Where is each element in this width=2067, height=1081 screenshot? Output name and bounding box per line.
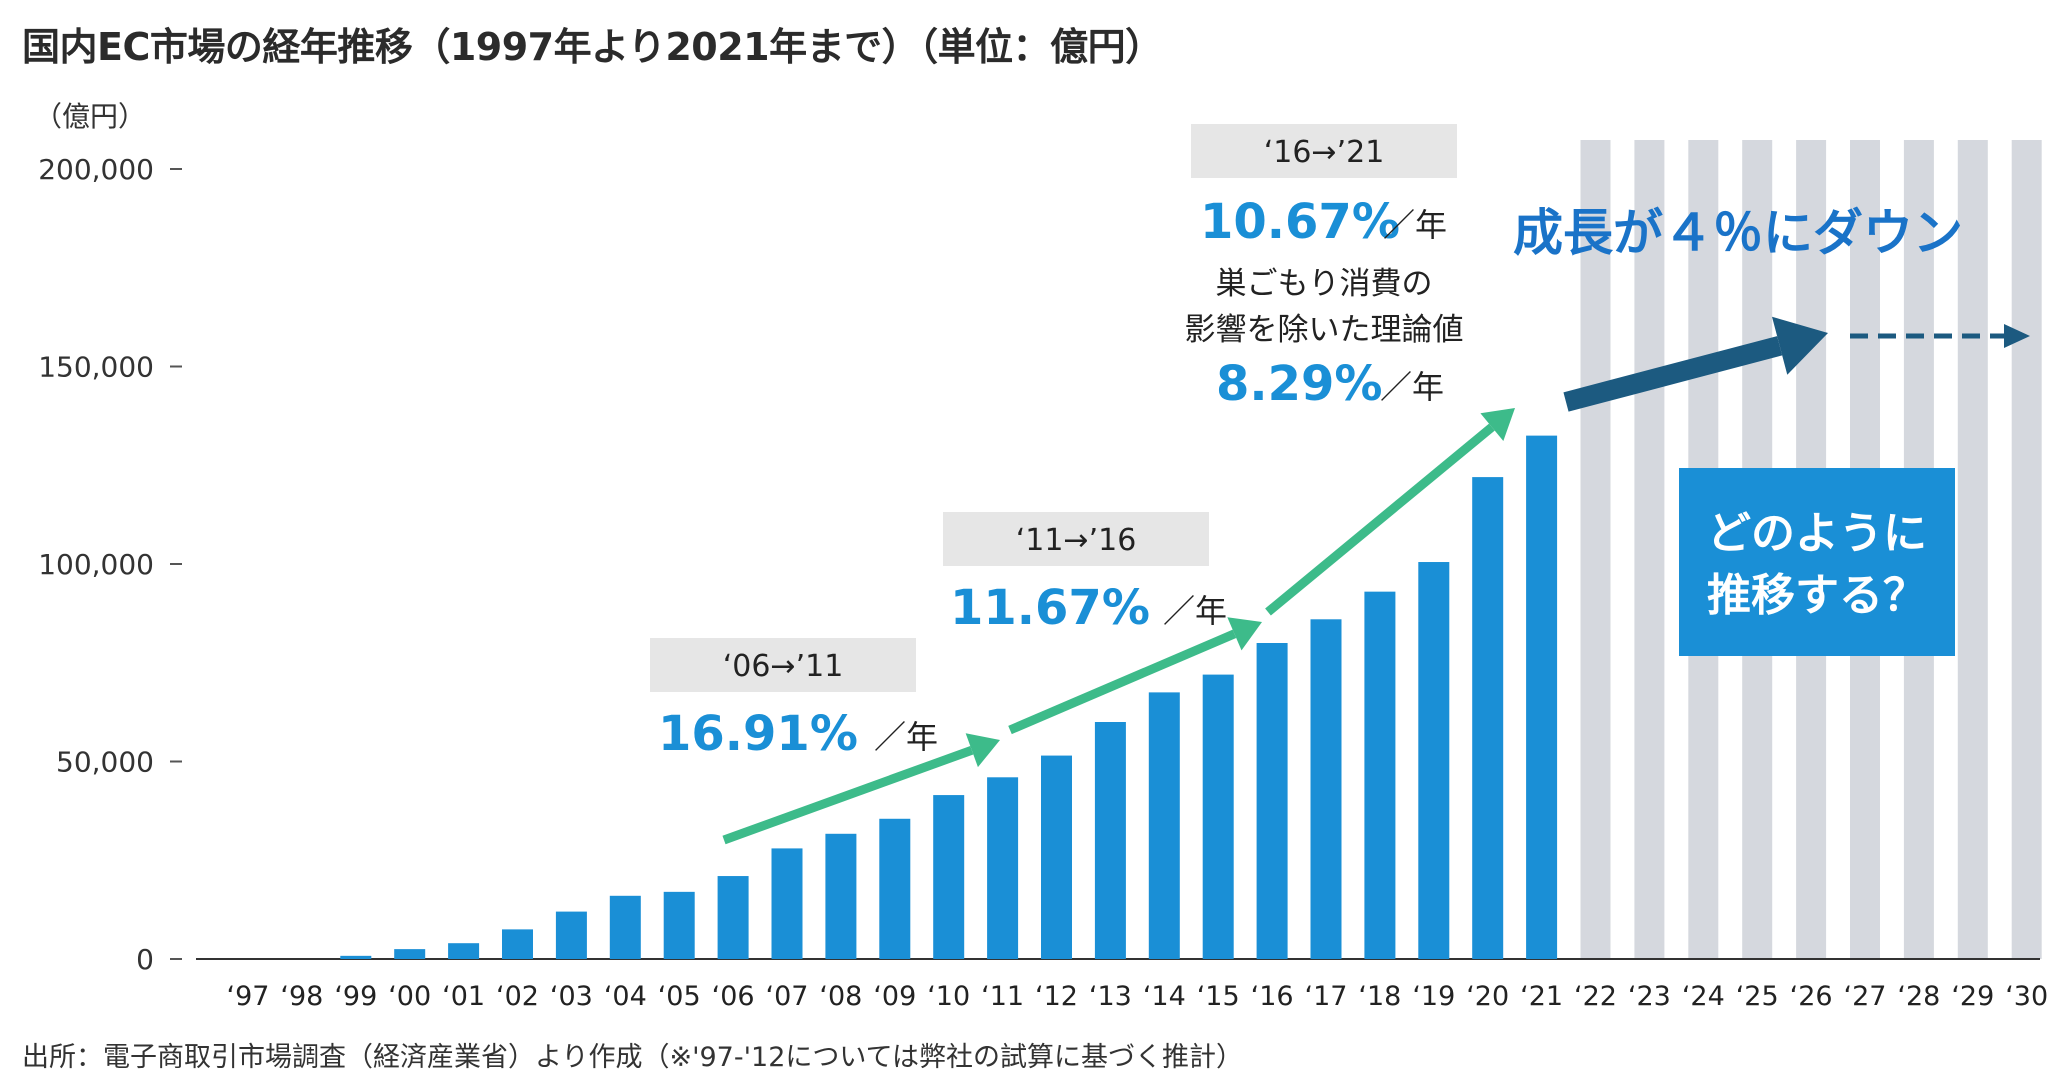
chart: （億円） 0 50,000 100,000 150,000 200,000 ‘97 ‘98 ‘9… [34, 100, 2048, 1012]
covid-note-line: 巣ごもり消費の [1216, 266, 1433, 302]
x-tick-label: ‘16 [1251, 981, 1294, 1012]
forecast-arrow [1563, 336, 1783, 412]
x-tick-label: ‘26 [1790, 981, 1833, 1012]
bar [448, 943, 480, 959]
question-text: 推移する？ [1707, 570, 1927, 621]
forecast-headline: 成長が４％にダウン [1513, 204, 1963, 262]
future-period-column [2011, 140, 2042, 959]
x-tick-label: ‘08 [819, 981, 862, 1012]
growth-arrow-06-11 [722, 745, 974, 845]
x-tick-label: ‘17 [1305, 981, 1348, 1012]
chart-title: 国内EC市場の経年推移（1997年より2021年まで）（単位：億円） [22, 25, 1163, 69]
forecast-dashed-line-head [2004, 324, 2030, 348]
period-label-box [650, 638, 916, 692]
bar [771, 848, 803, 959]
x-tick-label: ‘00 [388, 981, 431, 1012]
x-tick-label: ‘22 [1574, 981, 1617, 1012]
bar [1256, 643, 1288, 959]
bar [1526, 435, 1558, 959]
x-tick-label: ‘98 [280, 981, 323, 1012]
x-tick-label: ‘05 [658, 981, 701, 1012]
future-period-column [1580, 140, 1611, 959]
x-tick-label: ‘30 [2005, 981, 2048, 1012]
y-tick-label: 0 [136, 943, 154, 976]
bar [879, 818, 911, 959]
bar [609, 895, 641, 959]
question-box [1679, 468, 1955, 656]
x-tick-label: ‘02 [496, 981, 539, 1012]
bar [1202, 674, 1234, 959]
y-axis-label: （億円） [34, 100, 146, 133]
x-tick-label: ‘15 [1197, 981, 1240, 1012]
growth-rate-unit: ／年 [1383, 206, 1447, 244]
x-tick-label: ‘18 [1358, 981, 1401, 1012]
theoretical-rate: 8.29% [1216, 356, 1383, 412]
x-tick-label: ‘10 [927, 981, 970, 1012]
period-label: ‘06→’11 [723, 649, 844, 684]
period-label-box [1191, 124, 1457, 178]
bar [717, 876, 749, 959]
x-tick-label: ‘19 [1412, 981, 1455, 1012]
x-tick-label: ‘12 [1035, 981, 1078, 1012]
growth-rate: 11.67% [950, 580, 1150, 636]
growth-rate: 10.67% [1200, 194, 1400, 250]
bar [340, 955, 372, 959]
forecast-arrow-head [1772, 316, 1828, 375]
bar [1364, 591, 1396, 959]
bar [1041, 755, 1072, 959]
x-tick-label: ‘07 [766, 981, 809, 1012]
x-tick-label: ‘24 [1682, 981, 1725, 1012]
x-tick-label: ‘97 [227, 981, 270, 1012]
bar [933, 795, 965, 959]
growth-arrow-16-21 [1265, 423, 1495, 616]
bar [1418, 562, 1450, 959]
x-tick-label: ‘28 [1897, 981, 1940, 1012]
x-tick-label: ‘20 [1466, 981, 1509, 1012]
growth-arrow-11-16 [1008, 629, 1237, 735]
growth-rate-unit: ／年 [874, 718, 938, 756]
x-tick-label: ‘04 [604, 981, 647, 1012]
bar [663, 891, 695, 959]
bar [1148, 692, 1180, 959]
x-tick-label: ‘09 [873, 981, 916, 1012]
bar [1094, 722, 1126, 959]
period-label-box [943, 512, 1209, 566]
x-tick-label: ‘13 [1089, 981, 1132, 1012]
x-tick-label: ‘01 [442, 981, 485, 1012]
x-tick-label: ‘14 [1143, 981, 1186, 1012]
x-tick-label: ‘03 [550, 981, 593, 1012]
x-tick-label: ‘23 [1628, 981, 1671, 1012]
x-tick-label: ‘11 [981, 981, 1024, 1012]
growth-arrow-16-21-head [1480, 408, 1515, 441]
question-text: どのように [1707, 508, 1927, 559]
x-tick-label: ‘27 [1844, 981, 1887, 1012]
growth-arrow-11-16-head [1227, 617, 1262, 651]
x-tick-label: ‘06 [712, 981, 755, 1012]
period-label: ‘16→’21 [1264, 135, 1385, 170]
future-period-column [1634, 140, 1665, 959]
x-tick-label: ‘21 [1520, 981, 1563, 1012]
y-tick-label: 200,000 [38, 153, 154, 186]
bar [825, 833, 857, 959]
theoretical-rate-unit: ／年 [1380, 368, 1444, 406]
x-tick-label: ‘25 [1736, 981, 1779, 1012]
covid-note-line: 影響を除いた理論値 [1185, 312, 1464, 348]
growth-arrow-06-11-head [965, 733, 1000, 768]
x-tick-label: ‘99 [334, 981, 377, 1012]
y-tick-label: 100,000 [38, 548, 154, 581]
growth-rate-unit: ／年 [1163, 592, 1227, 630]
y-tick-label: 150,000 [38, 351, 154, 384]
x-tick-label: ‘29 [1951, 981, 1994, 1012]
source-note: 出所：電子商取引市場調査（経済産業省）より作成（※'97-'12については弊社の… [22, 1042, 1244, 1073]
bar [1310, 619, 1342, 959]
growth-rate: 16.91% [658, 706, 858, 762]
future-period-column [1957, 140, 1988, 959]
bar [987, 777, 1019, 959]
bar [394, 949, 426, 959]
y-tick-label: 50,000 [56, 746, 154, 779]
bar [1472, 477, 1504, 959]
period-label: ‘11→’16 [1016, 523, 1137, 558]
bar [502, 929, 533, 959]
bar [555, 911, 587, 959]
